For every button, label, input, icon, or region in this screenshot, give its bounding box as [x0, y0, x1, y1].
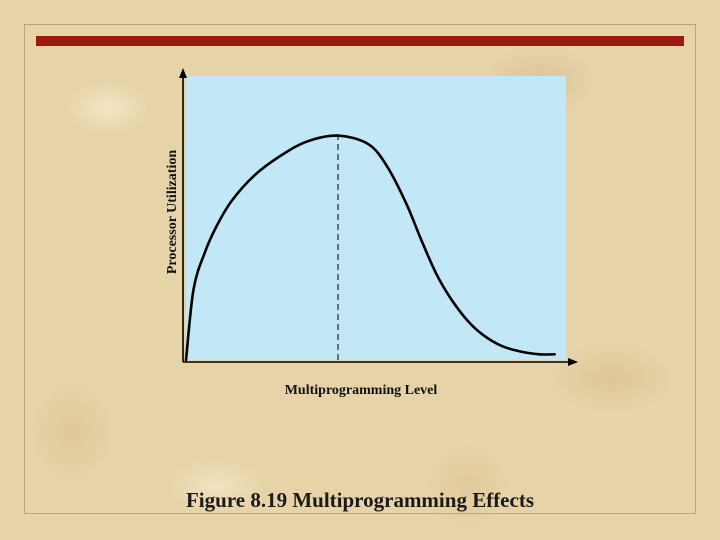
series-group	[184, 134, 556, 362]
title-rule	[36, 36, 684, 46]
figure-caption: Figure 8.19 Multiprogramming Effects	[185, 488, 534, 512]
plot-area	[186, 76, 566, 360]
y-axis-label: Processor Utilization	[165, 150, 180, 275]
slide-frame	[24, 24, 696, 514]
x-axis-label: Multiprogramming Level	[285, 383, 438, 398]
utilization-curve	[184, 134, 556, 362]
x-axis-arrow	[568, 358, 578, 366]
y-axis-arrow	[179, 68, 187, 78]
